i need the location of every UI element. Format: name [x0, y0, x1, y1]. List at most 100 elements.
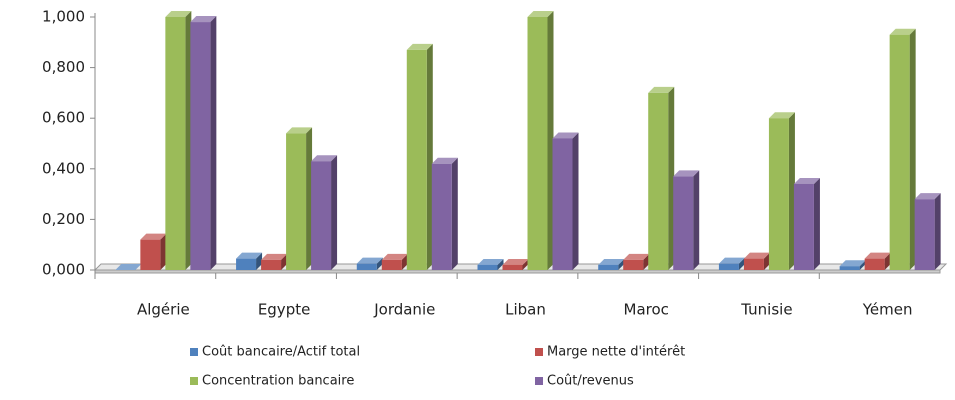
bar-side — [618, 258, 625, 270]
bar-top — [527, 11, 554, 17]
legend-swatch — [190, 377, 198, 385]
bar-top — [406, 43, 433, 50]
bar — [889, 34, 910, 271]
legend-swatch — [190, 348, 198, 356]
bar-top — [768, 112, 795, 119]
bar-top — [477, 258, 504, 265]
x-tick-label: Liban — [505, 301, 546, 319]
bar-top — [286, 127, 313, 134]
bar-top — [743, 252, 770, 259]
x-tick-label: Yémen — [862, 301, 913, 319]
legend-label: Concentration bancaire — [202, 374, 354, 389]
bar-top — [236, 252, 263, 259]
bar — [552, 138, 573, 270]
bar-side — [668, 86, 675, 271]
bar — [768, 118, 789, 270]
bar-side — [643, 253, 650, 270]
bar — [190, 22, 211, 271]
y-tick-label: 0,200 — [42, 210, 85, 228]
bar-top — [718, 257, 745, 264]
bar — [598, 264, 619, 270]
x-tick-label: Tunisie — [740, 301, 792, 319]
bar — [839, 266, 860, 270]
bar-top — [431, 157, 458, 164]
x-tick-label: Maroc — [624, 301, 669, 319]
bar-top — [889, 28, 916, 35]
bar-side — [160, 233, 167, 270]
bar-side — [522, 258, 529, 270]
bar-side — [331, 155, 338, 270]
bar-top — [864, 252, 891, 259]
bar-side — [813, 177, 820, 270]
bar-side — [401, 253, 408, 270]
bar-side — [281, 253, 288, 270]
bar-side — [934, 193, 941, 270]
bar-top — [598, 258, 625, 265]
bar-top — [190, 16, 217, 23]
bar-side — [426, 43, 433, 270]
bar — [527, 17, 548, 270]
bar-side — [693, 170, 700, 270]
bar — [381, 259, 402, 270]
bar-top — [552, 132, 579, 139]
bar-top — [381, 253, 408, 260]
bar — [356, 263, 377, 270]
bar-top — [165, 11, 192, 17]
floor-front — [94, 269, 941, 274]
bar-side — [884, 252, 891, 270]
bar — [743, 258, 764, 270]
bar-side — [763, 252, 770, 270]
y-tick-label: 0,000 — [42, 261, 85, 279]
legend-swatch — [535, 348, 543, 356]
bar-side — [256, 252, 263, 270]
bar-side — [909, 28, 916, 271]
bar — [502, 264, 523, 270]
bar-side — [185, 11, 192, 270]
bar-top — [623, 253, 650, 260]
bar-top — [839, 260, 866, 267]
bar-top — [115, 264, 142, 270]
bar-side — [572, 132, 579, 270]
legend-swatch — [535, 377, 543, 385]
bar — [648, 92, 669, 271]
bar-top — [356, 257, 383, 264]
bar-top — [140, 233, 167, 240]
bar — [165, 17, 186, 270]
bar-side — [210, 16, 217, 271]
bar-side — [306, 127, 313, 270]
x-tick-label: Jordanie — [373, 301, 435, 319]
bar — [311, 161, 332, 270]
bar — [914, 199, 935, 270]
bar — [477, 264, 498, 270]
bar-top — [648, 86, 675, 93]
bar — [261, 259, 282, 270]
bar — [864, 258, 885, 270]
legend-label: Coût/revenus — [547, 374, 634, 389]
y-tick-label: 0,600 — [42, 109, 85, 127]
legend-label: Coût bancaire/Actif total — [202, 345, 360, 360]
bar-top — [261, 253, 288, 260]
bar — [793, 183, 814, 270]
bar — [140, 239, 161, 270]
bar — [718, 263, 739, 270]
bar-side — [547, 11, 554, 270]
bar-side — [738, 257, 745, 270]
bar-top — [673, 170, 700, 177]
bar — [236, 258, 257, 270]
y-tick-label: 0,800 — [42, 58, 85, 76]
bar-side — [859, 260, 866, 270]
legend-label: Marge nette d'intérêt — [547, 345, 685, 360]
bar-side — [451, 157, 458, 270]
bar — [286, 133, 307, 270]
x-tick-label: Egypte — [258, 301, 311, 319]
bar-top — [914, 193, 941, 200]
bar-top — [311, 155, 338, 162]
bar-side — [497, 258, 504, 270]
x-tick-label: Algérie — [137, 301, 190, 319]
bar — [406, 49, 427, 270]
bar — [673, 176, 694, 270]
bar-top — [502, 258, 529, 265]
bar-side — [376, 257, 383, 270]
bar — [623, 259, 644, 270]
